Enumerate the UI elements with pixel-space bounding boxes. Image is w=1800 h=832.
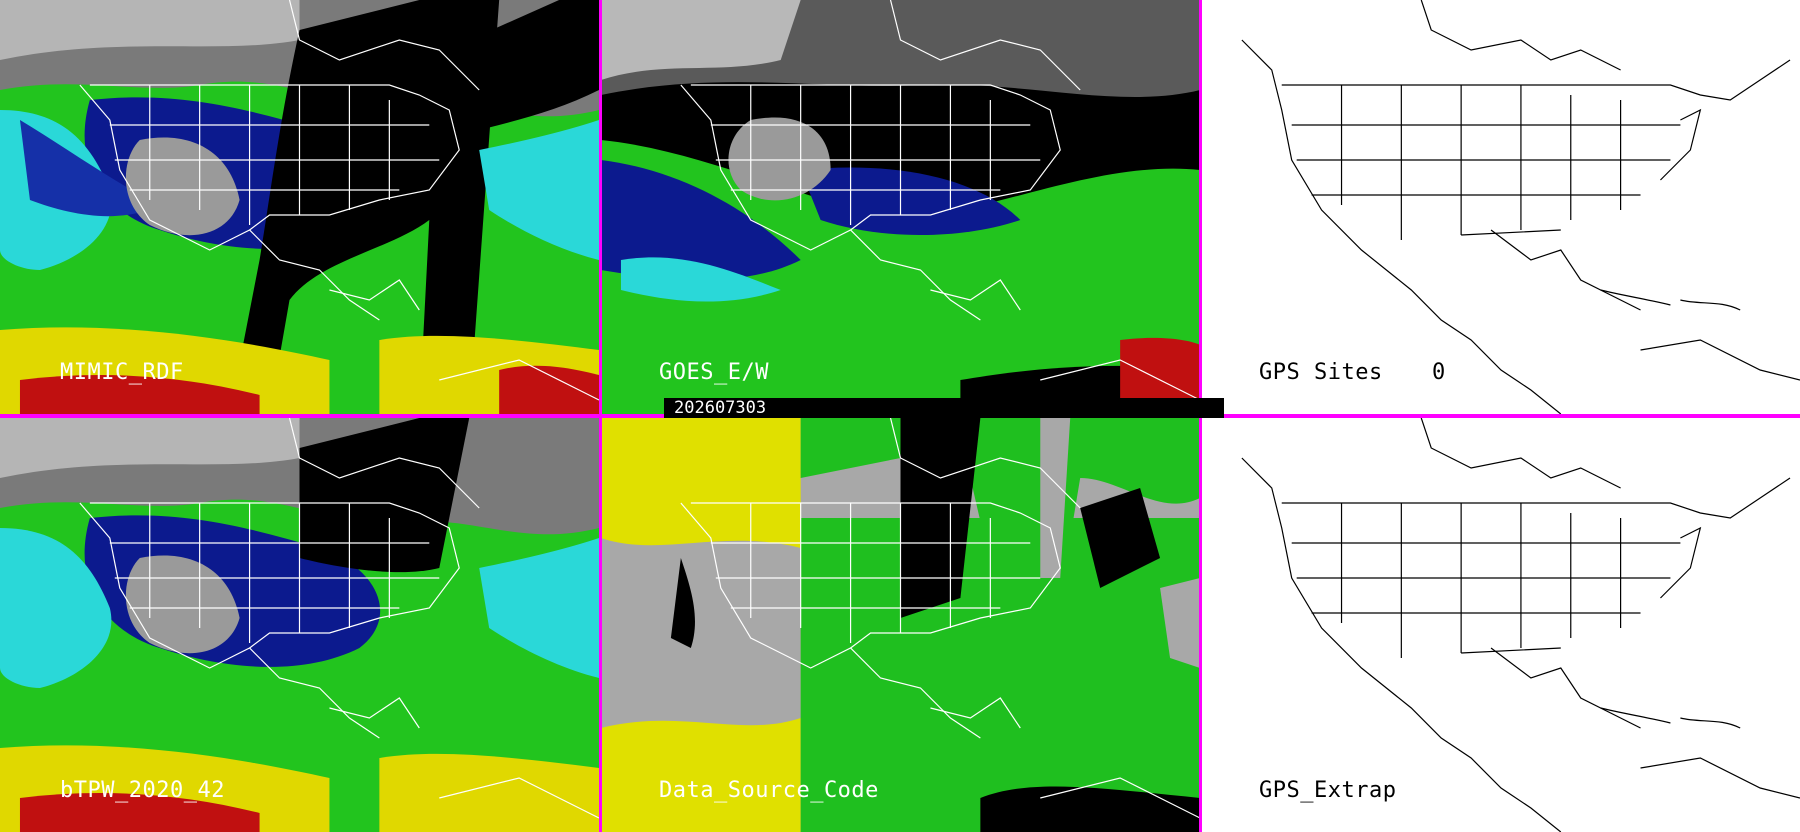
- panel-label: GPS Sites: [1259, 360, 1383, 385]
- panel-goes-ew[interactable]: GOES_E/W: [601, 0, 1200, 414]
- moisture-map: [0, 0, 599, 414]
- moisture-map: [0, 418, 599, 832]
- source-map: [601, 418, 1200, 832]
- separator-vertical-left: [599, 0, 602, 832]
- goes-map: [601, 0, 1200, 414]
- panel-label: bTPW_2020_42: [60, 778, 225, 803]
- panel-label: GPS_Extrap: [1259, 778, 1397, 803]
- panel-label: GOES_E/W: [659, 360, 769, 385]
- panel-mimic-rdf[interactable]: MIMIC_RDF: [0, 0, 599, 414]
- gps-site-count: 0: [1432, 360, 1446, 385]
- panel-label: MIMIC_RDF: [60, 360, 184, 385]
- panel-label: Data_Source_Code: [659, 778, 879, 803]
- date-bar: 202607303: [664, 398, 1224, 418]
- outline-map: [1202, 0, 1800, 414]
- panel-data-source-code[interactable]: Data_Source_Code: [601, 418, 1200, 832]
- date-label: 202607303: [674, 398, 767, 418]
- panel-gps-extrap[interactable]: GPS_Extrap: [1202, 418, 1800, 832]
- panel-gps-sites[interactable]: GPS Sites 0: [1202, 0, 1800, 414]
- outline-map: [1202, 418, 1800, 832]
- panel-btpw-2020-42[interactable]: bTPW_2020_42: [0, 418, 599, 832]
